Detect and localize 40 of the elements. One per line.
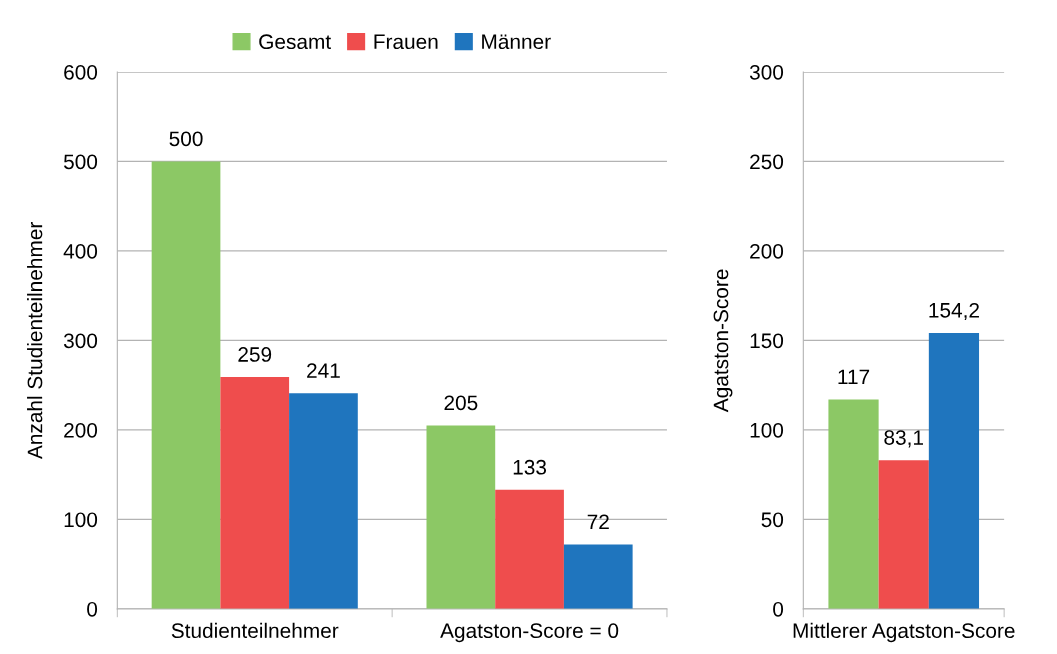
legend-label: Gesamt [259,34,331,50]
y-tick-label: 0 [87,601,98,617]
bar [426,425,496,609]
data-label: 154,2 [929,302,979,321]
bar [563,544,633,609]
y-tick-label: 500 [63,154,98,170]
y-tick-label: 0 [773,601,784,617]
data-label: 500 [169,131,203,147]
data-label: 241 [307,363,340,378]
y-tick-label: 300 [749,64,784,80]
bar [928,332,980,609]
y-axis-title: Agatston-Score [713,269,733,413]
bar [878,460,929,609]
y-tick-label: 150 [750,333,784,349]
x-tick-label: Mittlerer Agatston-Score [793,622,1015,643]
bar [289,393,358,609]
data-label: 205 [444,395,478,411]
legend-label: Männer [482,34,551,50]
bar [220,377,290,609]
bar [828,399,879,609]
y-tick-label: 300 [63,333,98,349]
y-tick-label: 100 [64,512,98,528]
data-label: 83,1 [884,430,923,448]
data-label: 133 [513,459,547,475]
y-tick-label: 100 [750,422,784,438]
x-tick-label: Studienteilnehmer [171,622,339,639]
data-label: 72 [587,514,609,530]
y-tick-label: 600 [64,64,98,80]
y-tick-label: 200 [750,243,784,259]
data-label: 117 [838,369,870,385]
bar [151,161,221,609]
data-label: 259 [238,347,272,362]
x-tick-label: Agatston-Score = 0 [440,623,619,643]
y-tick-label: 250 [750,154,784,170]
y-axis-title: Anzahl Studienteilnehmer [27,222,43,460]
legend-label: Frauen [374,34,438,50]
y-tick-label: 50 [761,512,784,528]
bar [495,489,564,609]
y-tick-label: 200 [64,422,98,438]
y-tick-label: 400 [63,243,98,259]
